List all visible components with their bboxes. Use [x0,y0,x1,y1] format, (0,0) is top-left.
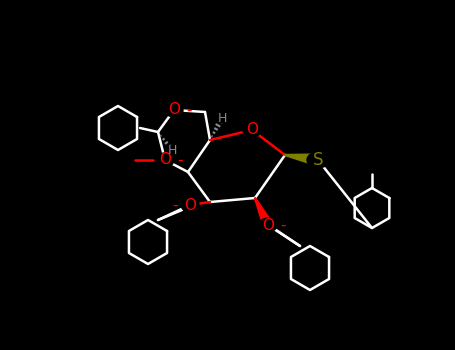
Ellipse shape [165,103,183,117]
Text: H: H [167,144,177,156]
Text: S: S [313,151,323,169]
Ellipse shape [307,152,329,168]
Ellipse shape [259,218,277,232]
Polygon shape [285,154,319,166]
Ellipse shape [181,198,199,212]
Text: O: O [168,103,180,118]
Ellipse shape [166,145,178,155]
Text: O: O [159,153,171,168]
Text: O: O [246,122,258,138]
Ellipse shape [216,113,228,123]
Text: H: H [217,112,227,125]
Text: -: - [280,217,285,232]
Ellipse shape [156,153,174,167]
Text: -: - [172,197,178,212]
Ellipse shape [243,123,261,137]
Polygon shape [254,198,273,227]
Text: O: O [184,197,196,212]
Text: O: O [262,217,274,232]
Text: -: - [177,153,182,168]
Text: -: - [186,103,192,118]
